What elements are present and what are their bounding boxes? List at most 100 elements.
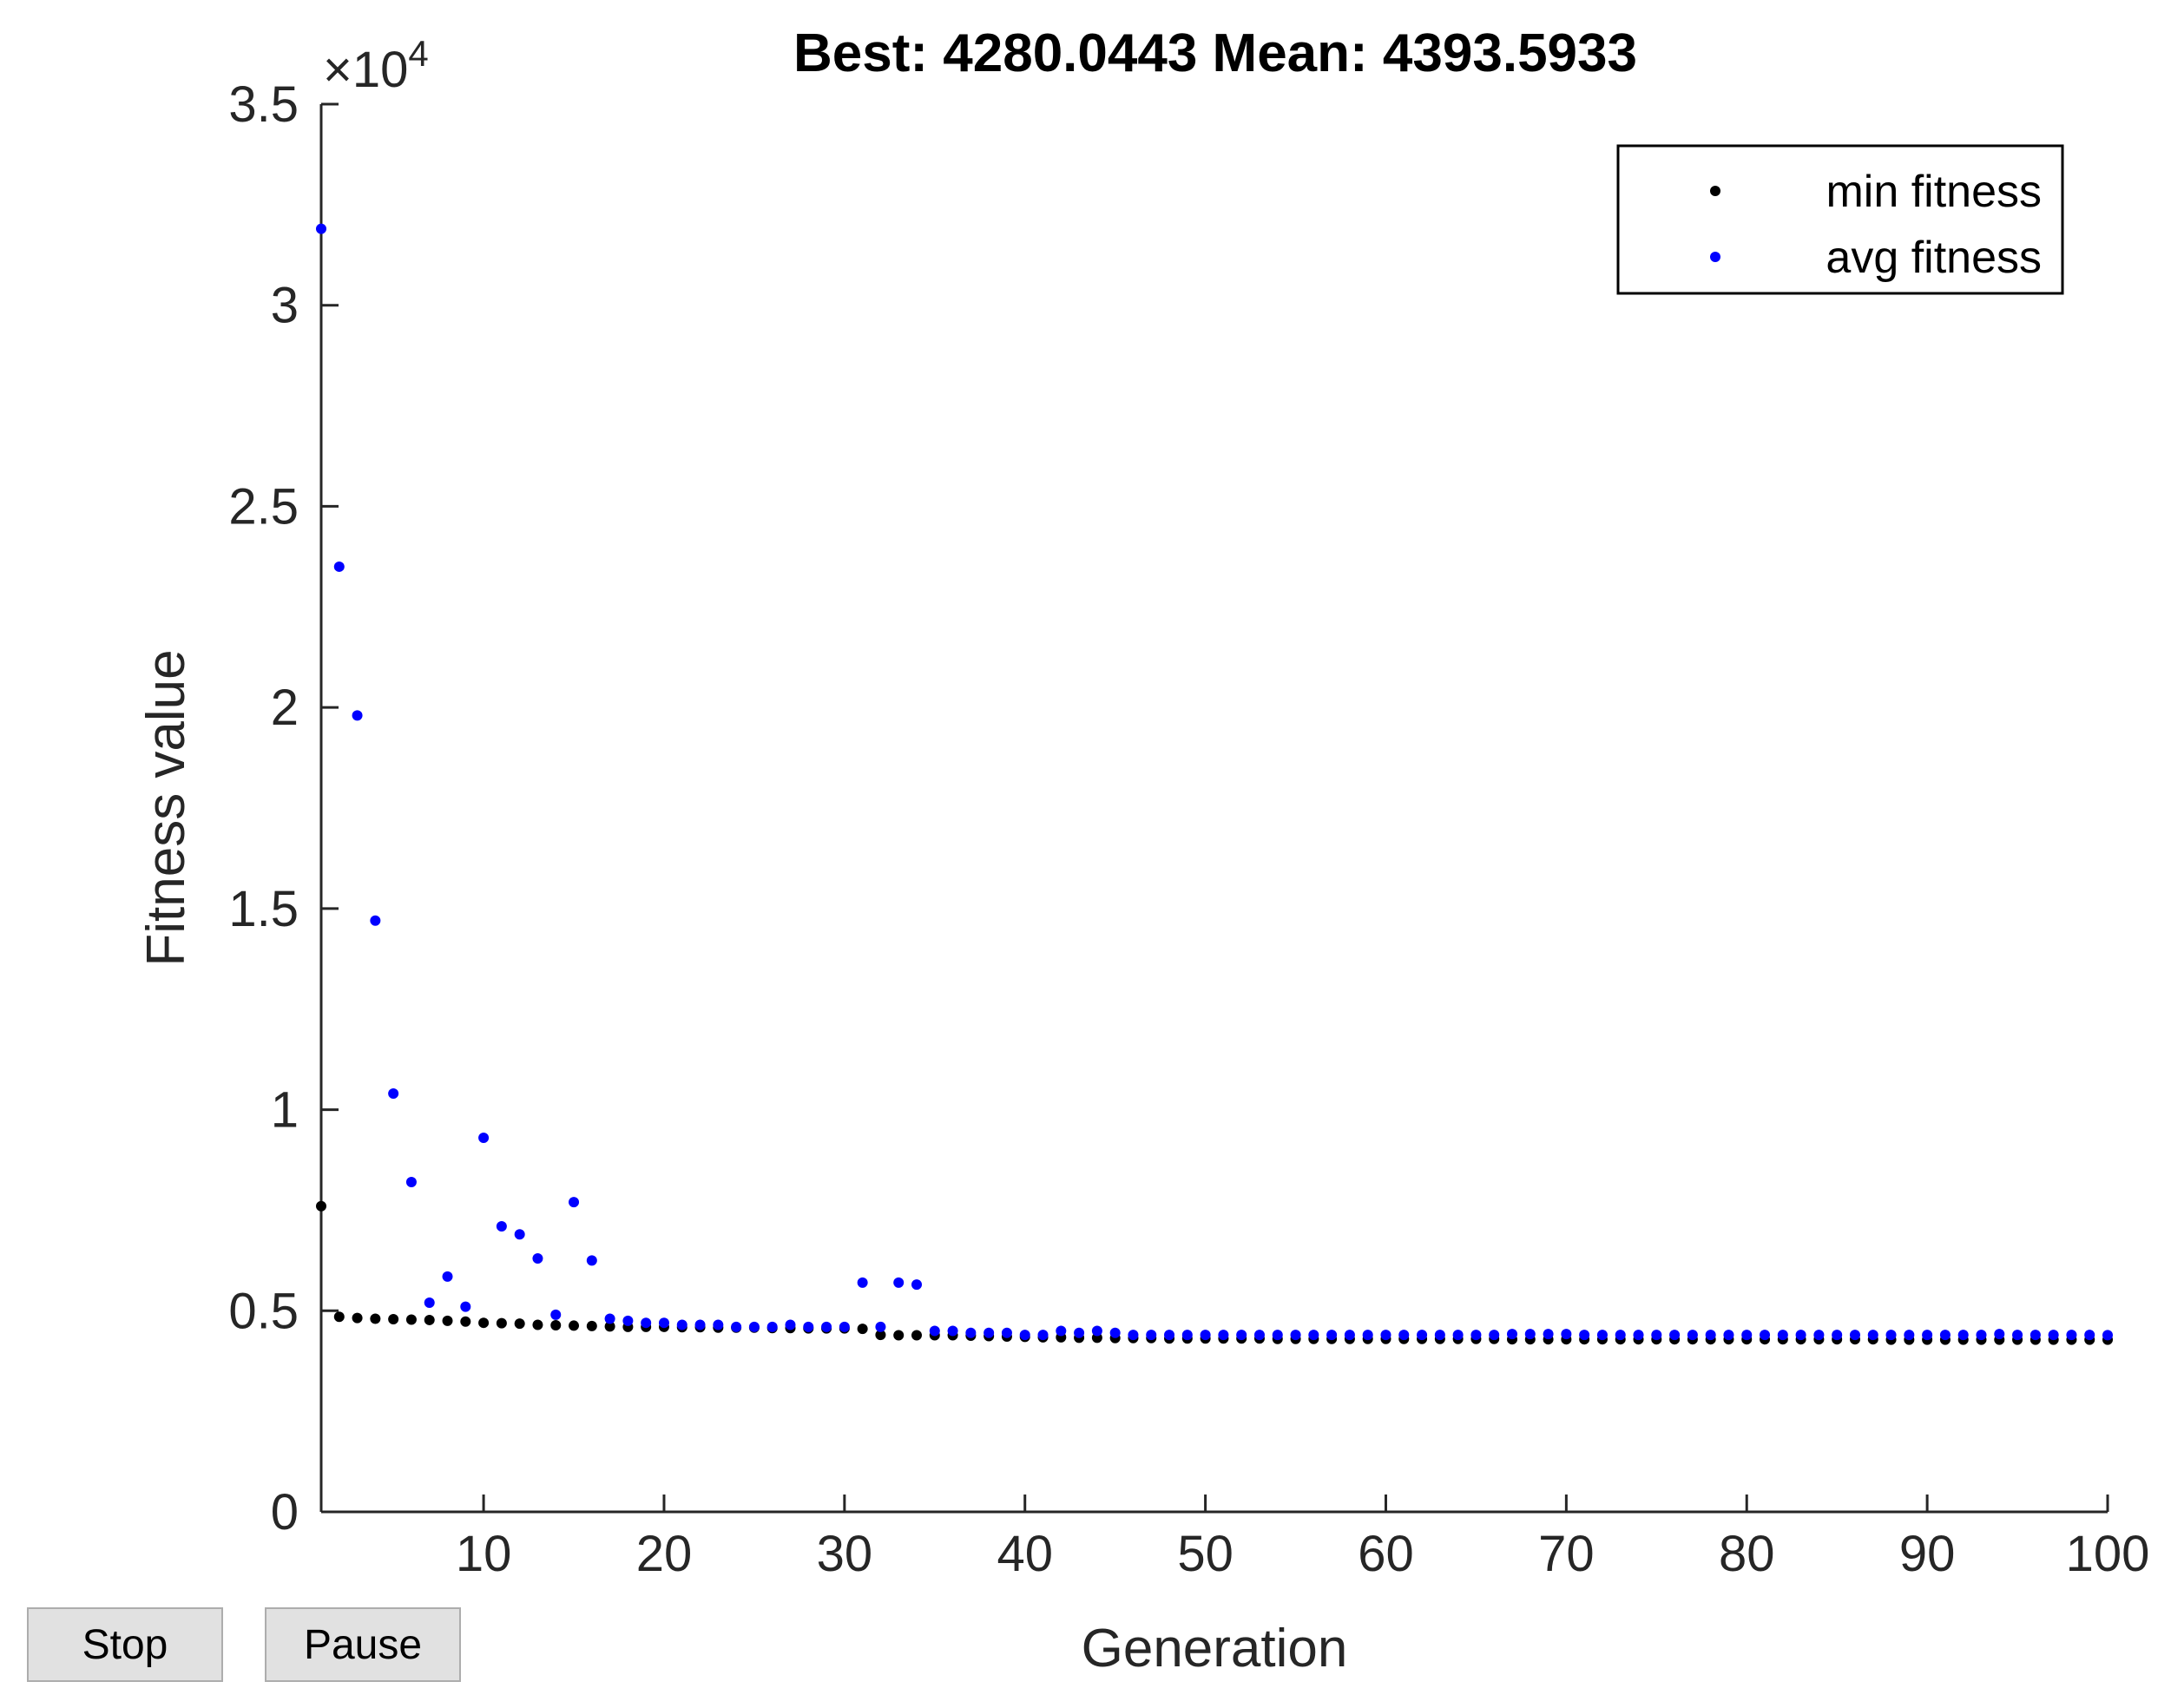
avg-fitness-point [1849, 1330, 1860, 1341]
min-fitness-point [911, 1330, 922, 1341]
avg-fitness-point [1976, 1330, 1987, 1341]
min-fitness-point [424, 1314, 435, 1325]
min-fitness-point [875, 1330, 886, 1341]
legend-marker-min [1710, 186, 1720, 196]
avg-fitness-point [1128, 1330, 1139, 1341]
avg-fitness-point [1056, 1325, 1067, 1337]
avg-fitness-point [1326, 1330, 1338, 1341]
legend-box [1616, 144, 2064, 295]
avg-fitness-point [460, 1301, 471, 1312]
avg-fitness-point [370, 915, 381, 926]
avg-fitness-point [731, 1321, 742, 1332]
avg-fitness-point [1795, 1330, 1806, 1341]
min-fitness-point [370, 1313, 381, 1324]
avg-fitness-point [911, 1279, 922, 1291]
avg-fitness-point [569, 1197, 580, 1208]
avg-fitness-point [1001, 1327, 1012, 1338]
min-fitness-point [857, 1324, 868, 1335]
x-tick-label: 50 [1177, 1526, 1234, 1582]
y-tick-label: 2.5 [228, 478, 299, 535]
avg-fitness-point [641, 1317, 652, 1329]
avg-fitness-point [532, 1253, 543, 1265]
x-tick-label: 40 [997, 1526, 1053, 1582]
avg-fitness-point [929, 1325, 940, 1337]
avg-fitness-point [1272, 1330, 1283, 1341]
min-fitness-point [388, 1314, 399, 1325]
avg-fitness-point [1489, 1330, 1500, 1341]
avg-fitness-point [333, 561, 345, 572]
avg-fitness-point [442, 1271, 453, 1282]
avg-fitness-point [550, 1309, 562, 1320]
avg-fitness-point [1615, 1330, 1626, 1341]
avg-fitness-point [1723, 1330, 1734, 1341]
avg-fitness-point [316, 223, 326, 234]
min-fitness-point [496, 1317, 507, 1329]
min-fitness-point [333, 1311, 345, 1323]
avg-fitness-point [2048, 1330, 2059, 1341]
avg-fitness-point [1037, 1330, 1049, 1341]
avg-fitness-point [1181, 1330, 1193, 1341]
avg-fitness-point [1253, 1330, 1265, 1341]
x-tick-label: 30 [817, 1526, 873, 1582]
y-tick-label: 2 [271, 680, 299, 736]
avg-fitness-point [947, 1325, 958, 1337]
x-tick-label: 90 [1899, 1526, 1956, 1582]
x-axis-label: Generation [1082, 1619, 1348, 1678]
y-exponent-power: 4 [408, 33, 428, 74]
avg-fitness-point [965, 1327, 977, 1338]
axes: 10 20 30 40 50 60 70 80 90 100 0 0.5 1 1.5 2 2.5 3 3.5 ×10… [136, 33, 2149, 1678]
avg-fitness-point [1308, 1330, 1319, 1341]
avg-fitness-point [1633, 1330, 1644, 1341]
avg-fitness-point [405, 1176, 417, 1187]
pause-button[interactable]: Pause [265, 1607, 461, 1682]
y-tick-label: 3.5 [228, 76, 299, 133]
y-exponent-label: ×104 [323, 33, 429, 98]
x-tick-label: 20 [636, 1526, 693, 1582]
avg-fitness-point [1019, 1330, 1030, 1341]
chart-title: Best: 4280.0443 Mean: 4393.5933 [793, 23, 1637, 83]
avg-fitness-point [1832, 1330, 1843, 1341]
min-fitness-point [405, 1314, 417, 1325]
y-tick-label: 0.5 [228, 1283, 299, 1339]
avg-fitness-point [1074, 1327, 1085, 1338]
avg-fitness-point [1904, 1330, 1915, 1341]
avg-fitness-point [748, 1321, 760, 1332]
avg-fitness-point [1524, 1329, 1536, 1340]
avg-fitness-point [1236, 1330, 1247, 1341]
avg-fitness-point [1922, 1330, 1933, 1341]
stop-button[interactable]: Stop [27, 1607, 223, 1682]
avg-fitness-point [1452, 1330, 1464, 1341]
avg-fitness-point [2066, 1330, 2077, 1341]
avg-fitness-point [1687, 1330, 1698, 1341]
avg-fitness-point [496, 1220, 507, 1232]
avg-fitness-point [785, 1319, 796, 1330]
avg-fitness-point [1705, 1330, 1716, 1341]
avg-fitness-point [1543, 1329, 1554, 1340]
y-tick-label: 1 [271, 1082, 299, 1139]
min-fitness-point [569, 1320, 580, 1331]
avg-fitness-point [1741, 1330, 1753, 1341]
avg-fitness-point [1146, 1330, 1157, 1341]
avg-fitness-point [1760, 1330, 1771, 1341]
avg-fitness-point [514, 1229, 525, 1240]
avg-fitness-point [1290, 1330, 1301, 1341]
x-tick-label: 60 [1358, 1526, 1414, 1582]
min-fitness-point [604, 1321, 615, 1332]
avg-fitness-point [1939, 1330, 1951, 1341]
avg-fitness-point [713, 1319, 724, 1330]
x-tick-label: 70 [1538, 1526, 1595, 1582]
y-tick-label: 0 [271, 1484, 299, 1540]
min-fitness-point [514, 1318, 525, 1330]
avg-fitness-point [893, 1277, 905, 1288]
legend-marker-avg [1710, 252, 1720, 262]
avg-fitness-point [586, 1255, 597, 1266]
avg-fitness-point [352, 710, 363, 721]
avg-fitness-point [1362, 1330, 1373, 1341]
avg-fitness-point [2102, 1330, 2113, 1341]
avg-fitness-point [658, 1317, 669, 1329]
x-tick-label: 80 [1719, 1526, 1775, 1582]
avg-fitness-point [676, 1319, 687, 1330]
avg-fitness-points [316, 223, 2113, 1341]
y-tick-label: 1.5 [228, 881, 299, 937]
avg-fitness-point [1200, 1330, 1211, 1341]
